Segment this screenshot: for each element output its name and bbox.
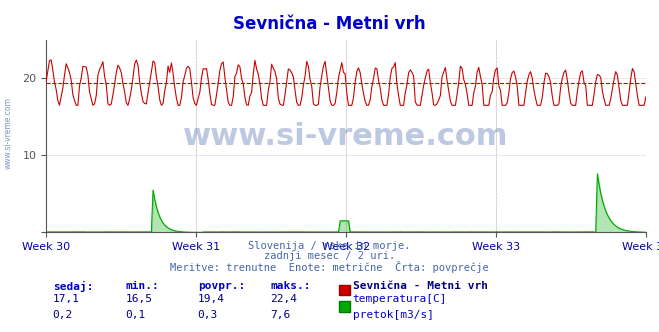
Text: 0,3: 0,3 <box>198 310 218 320</box>
Text: sedaj:: sedaj: <box>53 281 93 291</box>
Text: Slovenija / reke in morje.: Slovenija / reke in morje. <box>248 241 411 251</box>
Text: pretok[m3/s]: pretok[m3/s] <box>353 310 434 320</box>
Text: maks.:: maks.: <box>270 281 310 290</box>
Text: Sevnična - Metni vrh: Sevnična - Metni vrh <box>233 15 426 33</box>
Text: povpr.:: povpr.: <box>198 281 245 290</box>
Text: 17,1: 17,1 <box>53 294 80 304</box>
Text: Sevnična - Metni vrh: Sevnična - Metni vrh <box>353 281 488 290</box>
Text: 7,6: 7,6 <box>270 310 291 320</box>
Text: 19,4: 19,4 <box>198 294 225 304</box>
Text: 22,4: 22,4 <box>270 294 297 304</box>
Text: www.si-vreme.com: www.si-vreme.com <box>3 97 13 169</box>
Text: 16,5: 16,5 <box>125 294 152 304</box>
Text: zadnji mesec / 2 uri.: zadnji mesec / 2 uri. <box>264 251 395 261</box>
Text: temperatura[C]: temperatura[C] <box>353 294 447 304</box>
Text: Meritve: trenutne  Enote: metrične  Črta: povprečje: Meritve: trenutne Enote: metrične Črta: … <box>170 261 489 273</box>
Text: www.si-vreme.com: www.si-vreme.com <box>183 122 509 151</box>
Text: 0,1: 0,1 <box>125 310 146 320</box>
Text: 0,2: 0,2 <box>53 310 73 320</box>
Text: min.:: min.: <box>125 281 159 290</box>
